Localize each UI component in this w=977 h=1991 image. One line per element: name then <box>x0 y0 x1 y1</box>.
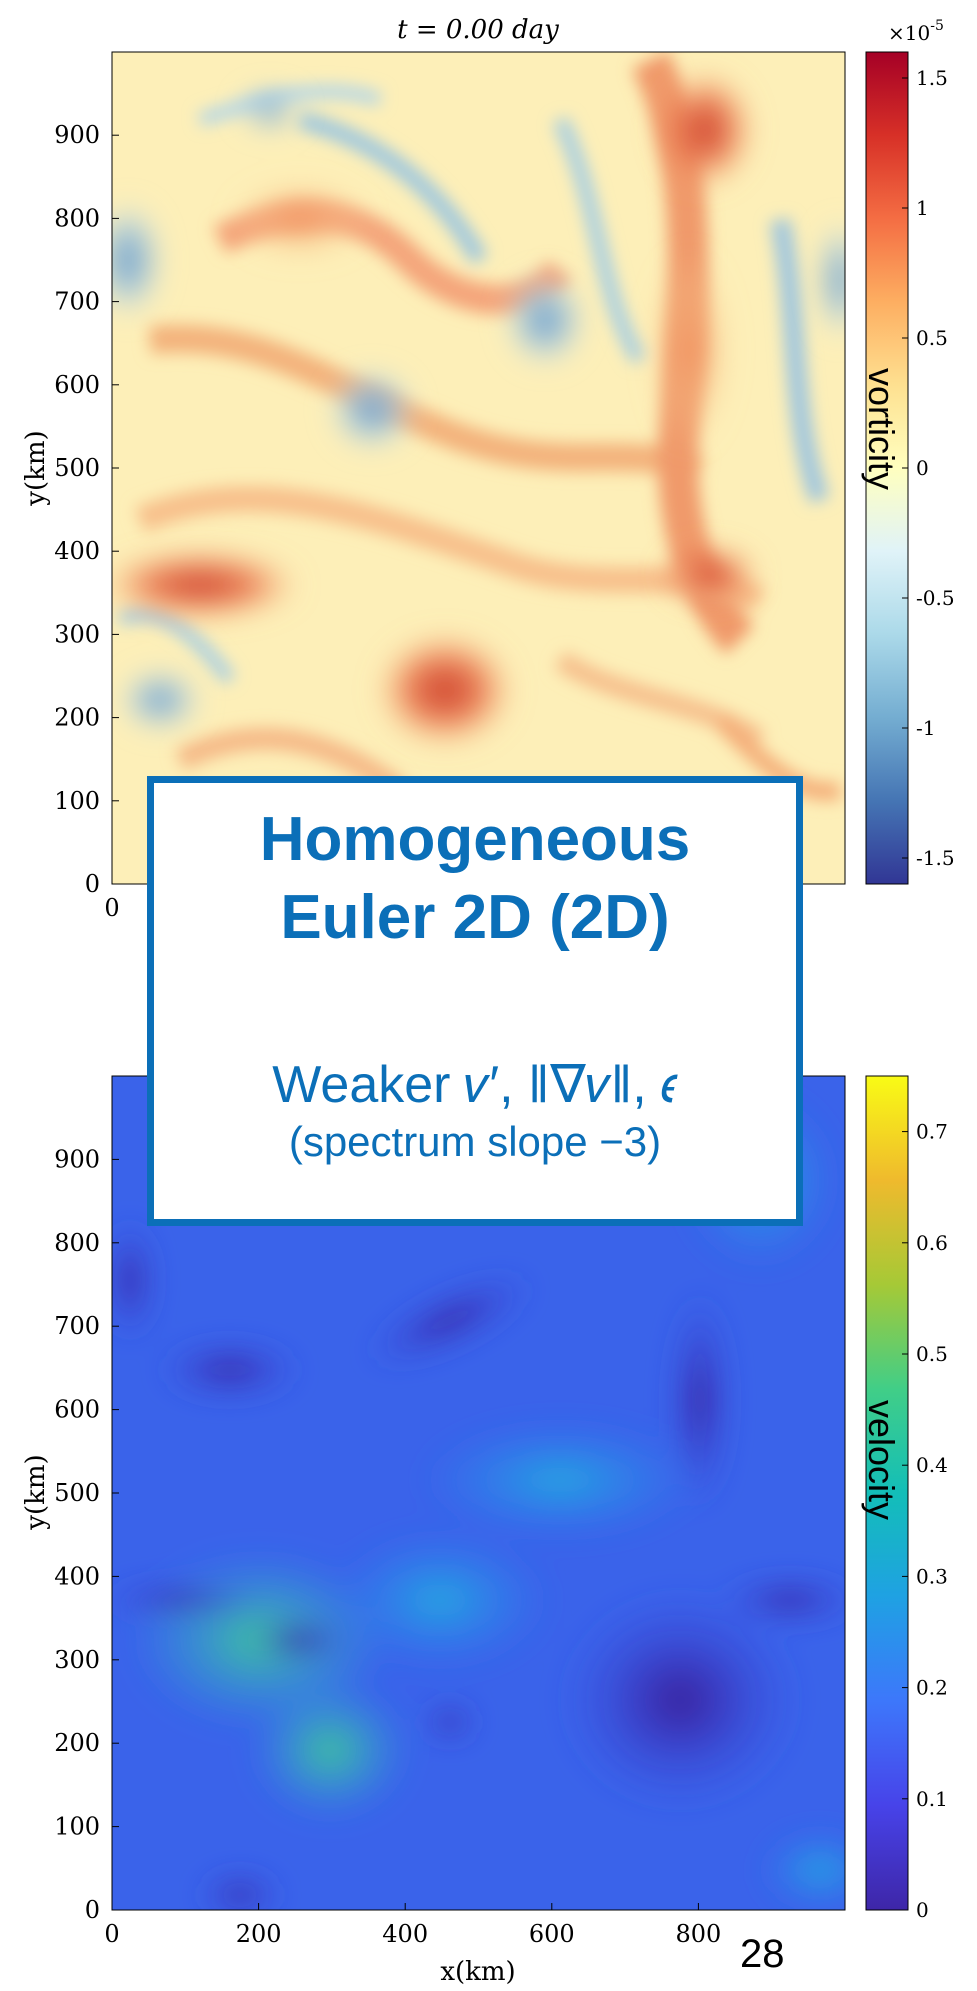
annotation-subtitle: Weaker 𝑣′, ‖∇𝑣‖, 𝜖 <box>272 1056 678 1114</box>
velocity-ylabel: y(km) <box>21 1454 51 1530</box>
x-tick-label: 0 <box>104 894 119 922</box>
slide-number: 28 <box>740 1932 785 1976</box>
x-tick-label: 200 <box>236 1920 282 1948</box>
y-tick-label: 800 <box>54 204 100 232</box>
colorbar-tick-label: 0.5 <box>916 1342 948 1366</box>
colorbar-tick-label: 0.1 <box>916 1787 948 1811</box>
colorbar-tick-label: 0.6 <box>916 1231 948 1255</box>
velocity-colorbar-label: velocity <box>861 1400 902 1521</box>
colorbar-tick-label: 0 <box>916 456 929 480</box>
colorbar-tick-label: 0.7 <box>916 1120 948 1144</box>
colorbar-tick-label: 0.4 <box>916 1453 948 1477</box>
y-tick-label: 300 <box>54 1646 100 1674</box>
colorbar-tick-label: 1.5 <box>916 66 948 90</box>
y-tick-label: 100 <box>54 787 100 815</box>
vorticity-ylabel: y(km) <box>21 430 51 506</box>
y-tick-label: 600 <box>54 371 100 399</box>
x-tick-label: 600 <box>529 1920 575 1948</box>
y-tick-label: 800 <box>54 1229 100 1257</box>
y-tick-label: 600 <box>54 1396 100 1424</box>
y-tick-label: 100 <box>54 1813 100 1841</box>
annotation-box: Homogeneous Euler 2D (2D) Weaker 𝑣′, ‖∇𝑣… <box>147 776 803 1226</box>
vorticity-colorbar-exponent: ×10-5 <box>888 18 944 45</box>
annotation-title: Homogeneous Euler 2D (2D) <box>154 801 796 957</box>
colorbar-tick-label: -0.5 <box>916 586 955 610</box>
y-tick-label: 400 <box>54 1562 100 1590</box>
x-tick-label: 800 <box>675 1920 721 1948</box>
vorticity-y-ticks: 0 100 200 300 400 500 600 700 800 900 <box>54 121 119 898</box>
colorbar-tick-label: 0.3 <box>916 1564 948 1588</box>
y-tick-label: 500 <box>54 1479 100 1507</box>
vorticity-colorbar-label: vorticity <box>861 368 902 491</box>
vorticity-colorbar <box>865 51 909 885</box>
velocity-y-ticks: 0 100 200 300 400 500 600 700 800 900 <box>54 1145 119 1924</box>
colorbar-tick-label: 0.2 <box>916 1676 948 1700</box>
annotation-title-line1: Homogeneous <box>259 805 691 874</box>
y-tick-label: 700 <box>54 1312 100 1340</box>
vorticity-field <box>112 52 845 884</box>
velocity-x-ticks: 0 200 400 600 800 <box>104 1903 721 1948</box>
y-tick-label: 900 <box>54 1145 100 1173</box>
annotation-subtitle-2: (spectrum slope −3) <box>288 1118 662 1165</box>
velocity-xlabel: x(km) <box>440 1957 515 1987</box>
y-tick-label: 0 <box>85 870 100 898</box>
vorticity-x-ticks: 0 <box>104 877 120 922</box>
vorticity-colorbar-ticks: 1.5 1 0.5 0 -0.5 -1 -1.5 <box>902 66 955 870</box>
y-tick-label: 200 <box>54 704 100 732</box>
y-tick-label: 500 <box>54 454 100 482</box>
vorticity-title: t = 0.00 day <box>397 15 559 45</box>
x-tick-label: 0 <box>104 1920 119 1948</box>
y-tick-label: 300 <box>54 620 100 648</box>
colorbar-tick-label: 0.5 <box>916 326 948 350</box>
colorbar-tick-label: 0 <box>916 1898 929 1922</box>
annotation-title-line2: Euler 2D (2D) <box>280 883 670 952</box>
x-tick-label: 400 <box>382 1920 428 1948</box>
y-tick-label: 200 <box>54 1729 100 1757</box>
y-tick-label: 400 <box>54 537 100 565</box>
vorticity-panel: t = 0.00 day 010020030040050060070080090… <box>21 15 955 922</box>
y-tick-label: 700 <box>54 288 100 316</box>
y-tick-label: 0 <box>85 1896 100 1924</box>
y-tick-label: 900 <box>54 121 100 149</box>
colorbar-tick-label: -1 <box>916 716 935 740</box>
colorbar-tick-label: -1.5 <box>916 846 955 870</box>
velocity-colorbar <box>865 1075 909 1911</box>
colorbar-tick-label: 1 <box>916 196 929 220</box>
velocity-colorbar-ticks: 0 0.1 0.2 0.3 0.4 0.5 0.6 0.7 <box>902 1120 948 1922</box>
